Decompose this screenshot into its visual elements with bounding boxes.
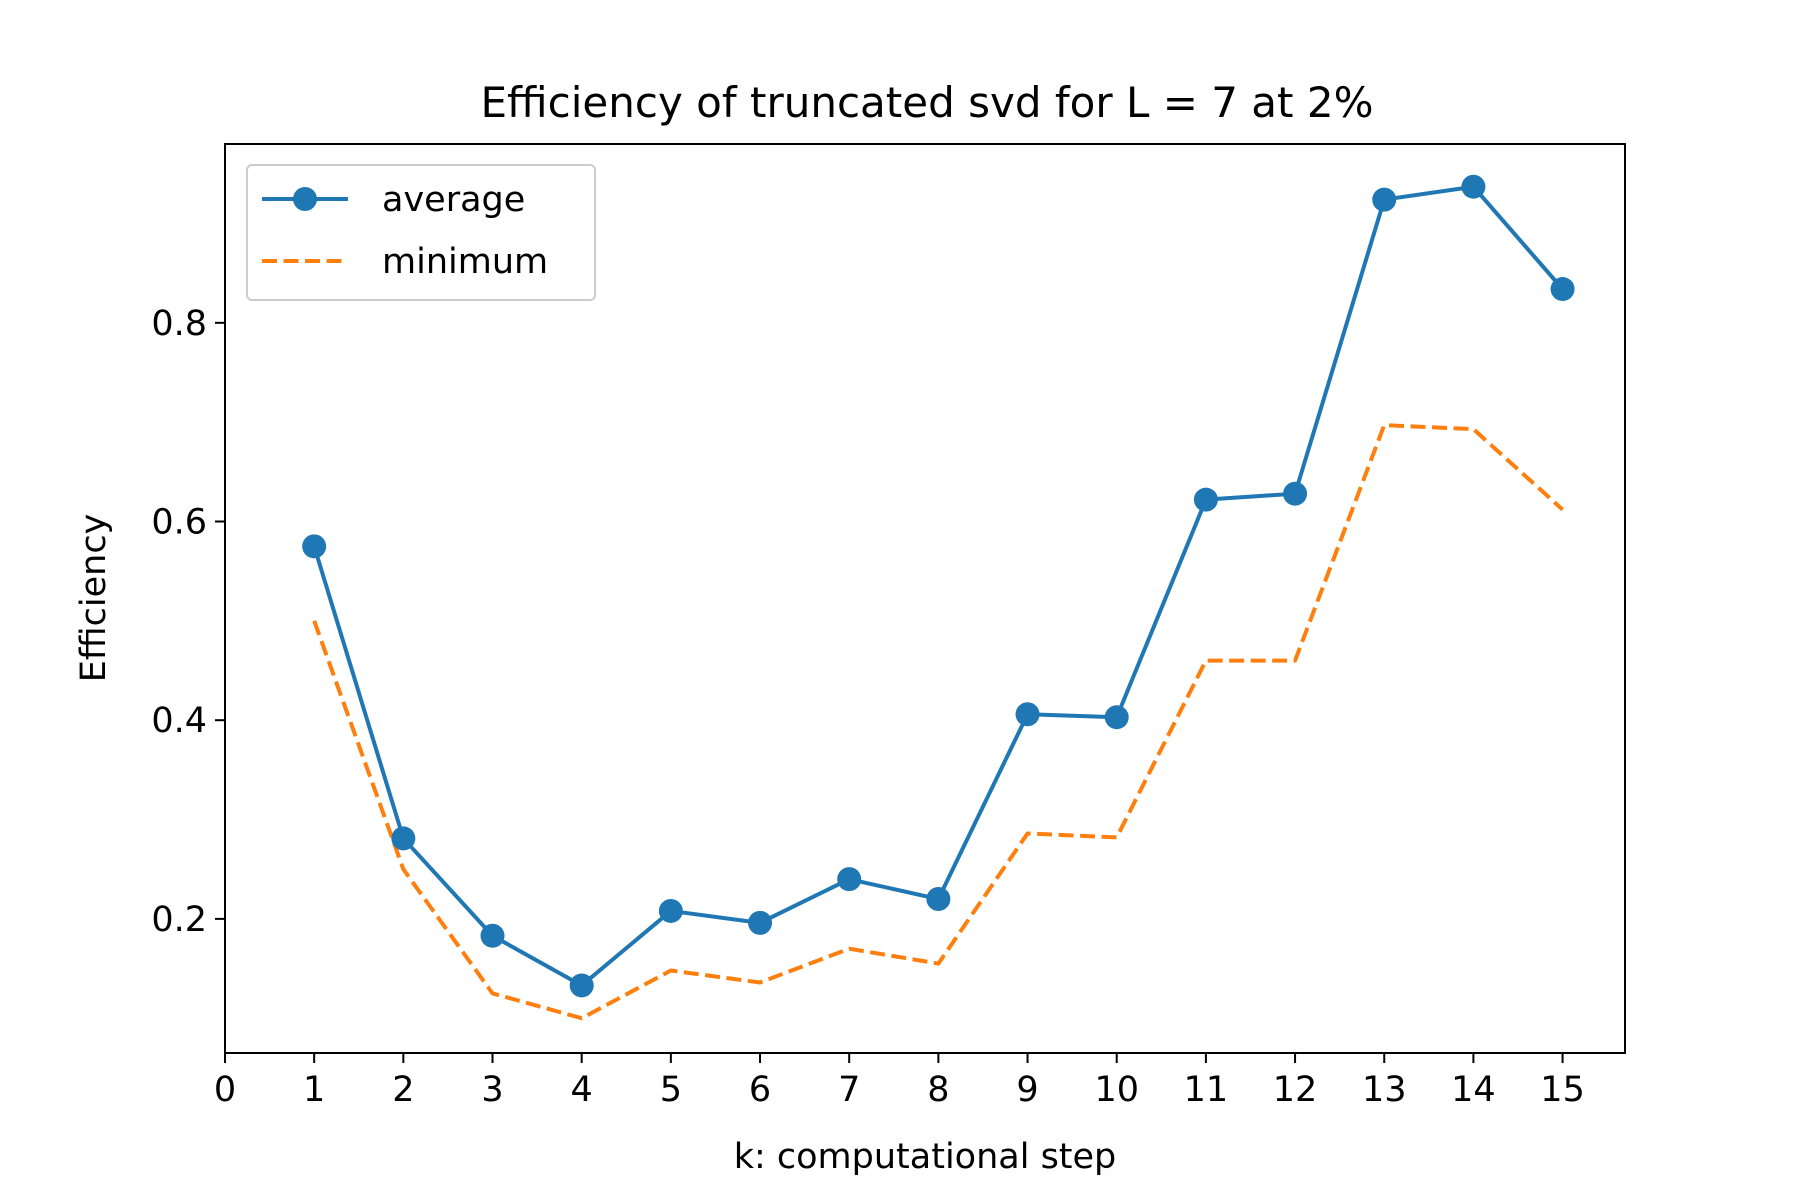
series-average-point bbox=[391, 826, 416, 851]
y-tick-label: 0.6 bbox=[151, 503, 207, 543]
series-average-point bbox=[658, 898, 683, 923]
x-tick-label: 7 bbox=[838, 1070, 860, 1110]
series-average-point bbox=[1015, 702, 1040, 727]
y-axis-label: Efficiency bbox=[74, 514, 114, 683]
x-tick-label: 2 bbox=[392, 1070, 414, 1110]
x-tick-label: 14 bbox=[1451, 1070, 1496, 1110]
y-tick-label: 0.2 bbox=[151, 900, 207, 940]
series-average-point bbox=[480, 923, 505, 948]
series-layer bbox=[302, 174, 1575, 1021]
series-average-point bbox=[1550, 277, 1575, 302]
x-tick-label: 1 bbox=[303, 1070, 325, 1110]
plot-frame bbox=[224, 143, 1626, 1054]
x-tick-label: 15 bbox=[1540, 1070, 1585, 1110]
y-tick-label: 0.4 bbox=[151, 701, 207, 741]
series-average-point bbox=[1193, 487, 1218, 512]
series-average-point bbox=[748, 910, 773, 935]
x-tick-label: 9 bbox=[1016, 1070, 1038, 1110]
chart-title: Efficiency of truncated svd for L = 7 at… bbox=[480, 78, 1373, 127]
series-average-point bbox=[569, 973, 594, 998]
legend-average-label: average bbox=[382, 180, 525, 220]
y-tick-label: 0.8 bbox=[151, 304, 207, 344]
x-tick-label: 3 bbox=[481, 1070, 503, 1110]
legend: average minimum bbox=[246, 164, 596, 301]
x-tick-label: 10 bbox=[1094, 1070, 1139, 1110]
x-tick-label: 6 bbox=[749, 1070, 771, 1110]
x-tick-label: 13 bbox=[1362, 1070, 1407, 1110]
series-average-point bbox=[302, 534, 327, 559]
x-tick-label: 12 bbox=[1273, 1070, 1318, 1110]
series-average-point bbox=[1104, 705, 1129, 730]
series-minimum-line bbox=[312, 423, 1564, 1021]
series-average-point bbox=[1283, 481, 1308, 506]
x-tick-label: 5 bbox=[660, 1070, 682, 1110]
x-tick-label: 0 bbox=[214, 1070, 236, 1110]
legend-minimum-label: minimum bbox=[382, 242, 548, 282]
series-average-point bbox=[1372, 187, 1397, 212]
series-average-point bbox=[1461, 174, 1486, 199]
x-tick-label: 4 bbox=[571, 1070, 593, 1110]
series-average-point bbox=[926, 887, 951, 912]
x-tick-label: 8 bbox=[927, 1070, 949, 1110]
y-axis: 0.2 0.4 0.6 0.8 bbox=[151, 304, 225, 940]
legend-average-marker bbox=[293, 187, 317, 211]
x-axis-label: k: computational step bbox=[734, 1137, 1117, 1177]
x-axis: 0 1 2 3 4 5 6 7 8 9 10 11 12 13 14 15 bbox=[214, 1053, 1585, 1110]
x-tick-label: 11 bbox=[1184, 1070, 1229, 1110]
series-average-point bbox=[837, 867, 862, 892]
